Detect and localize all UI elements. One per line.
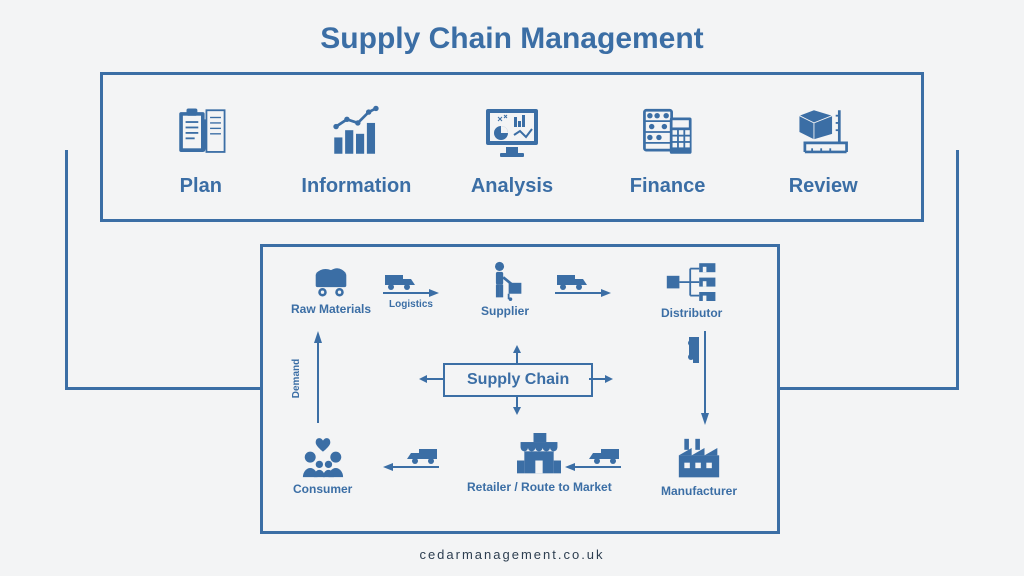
cube-ruler-icon — [794, 97, 852, 167]
top-item-review: Review — [753, 97, 893, 198]
truck-left-icon — [563, 447, 623, 471]
footer-attribution: cedarmanagement.co.uk — [0, 547, 1024, 562]
node-label: Supplier — [481, 305, 529, 319]
top-item-analysis: Analysis — [442, 97, 582, 198]
supply-chain-flow-box: Raw Materials Supplier Distributor — [260, 244, 780, 534]
person-dolly-icon — [486, 261, 524, 301]
family-icon — [299, 437, 347, 479]
truck-left-icon — [381, 447, 441, 471]
arrow-up-icon — [311, 331, 325, 427]
arrow-dist-to-mfr — [687, 327, 711, 432]
clipboard-icon — [172, 97, 230, 167]
arrow-mfr-to-retail — [563, 447, 623, 471]
node-label: Retailer / Route to Market — [467, 481, 612, 495]
page-title: Supply Chain Management — [0, 0, 1024, 56]
node-label: Consumer — [293, 483, 352, 497]
warehouse-network-icon — [665, 263, 719, 303]
truck-down-icon — [687, 327, 711, 427]
demand-label: Demand — [291, 359, 302, 398]
top-item-information: Information — [286, 97, 426, 198]
truck-right-icon — [553, 273, 613, 297]
node-supplier: Supplier — [481, 261, 529, 319]
calculator-abacus-icon — [638, 97, 698, 167]
top-item-plan: Plan — [131, 97, 271, 198]
node-label: Raw Materials — [291, 303, 371, 317]
center-label-text: Supply Chain — [467, 371, 569, 388]
node-distributor: Distributor — [661, 263, 722, 321]
top-functions-box: Plan Information — [100, 72, 924, 222]
top-label: Analysis — [471, 175, 553, 198]
chart-line-icon — [325, 97, 387, 167]
top-label: Plan — [180, 175, 222, 198]
node-manufacturer: Manufacturer — [661, 437, 737, 499]
node-consumer: Consumer — [293, 437, 352, 497]
store-icon — [514, 433, 564, 477]
arrow-cons-to-raw — [311, 331, 325, 432]
arrow-raw-to-supplier: Logistics — [381, 273, 441, 310]
top-label: Finance — [630, 175, 706, 198]
factory-icon — [674, 437, 724, 481]
node-raw-materials: Raw Materials — [291, 265, 371, 317]
arrow-supplier-to-dist — [553, 273, 613, 297]
node-label: Manufacturer — [661, 485, 737, 499]
arrow-left-icon — [419, 373, 443, 385]
arrow-down-small-icon — [511, 397, 523, 415]
top-item-finance: Finance — [598, 97, 738, 198]
center-supply-chain-label: Supply Chain — [443, 363, 593, 397]
arrow-up-small-icon — [511, 345, 523, 363]
arrow-retail-to-cons — [381, 447, 441, 471]
monitor-analytics-icon — [480, 97, 544, 167]
node-label: Distributor — [661, 307, 722, 321]
top-label: Information — [301, 175, 411, 198]
cart-icon — [310, 265, 352, 299]
arrow-label: Logistics — [389, 299, 433, 310]
top-label: Review — [789, 175, 858, 198]
truck-right-icon — [381, 273, 441, 297]
arrow-right-icon — [589, 373, 613, 385]
